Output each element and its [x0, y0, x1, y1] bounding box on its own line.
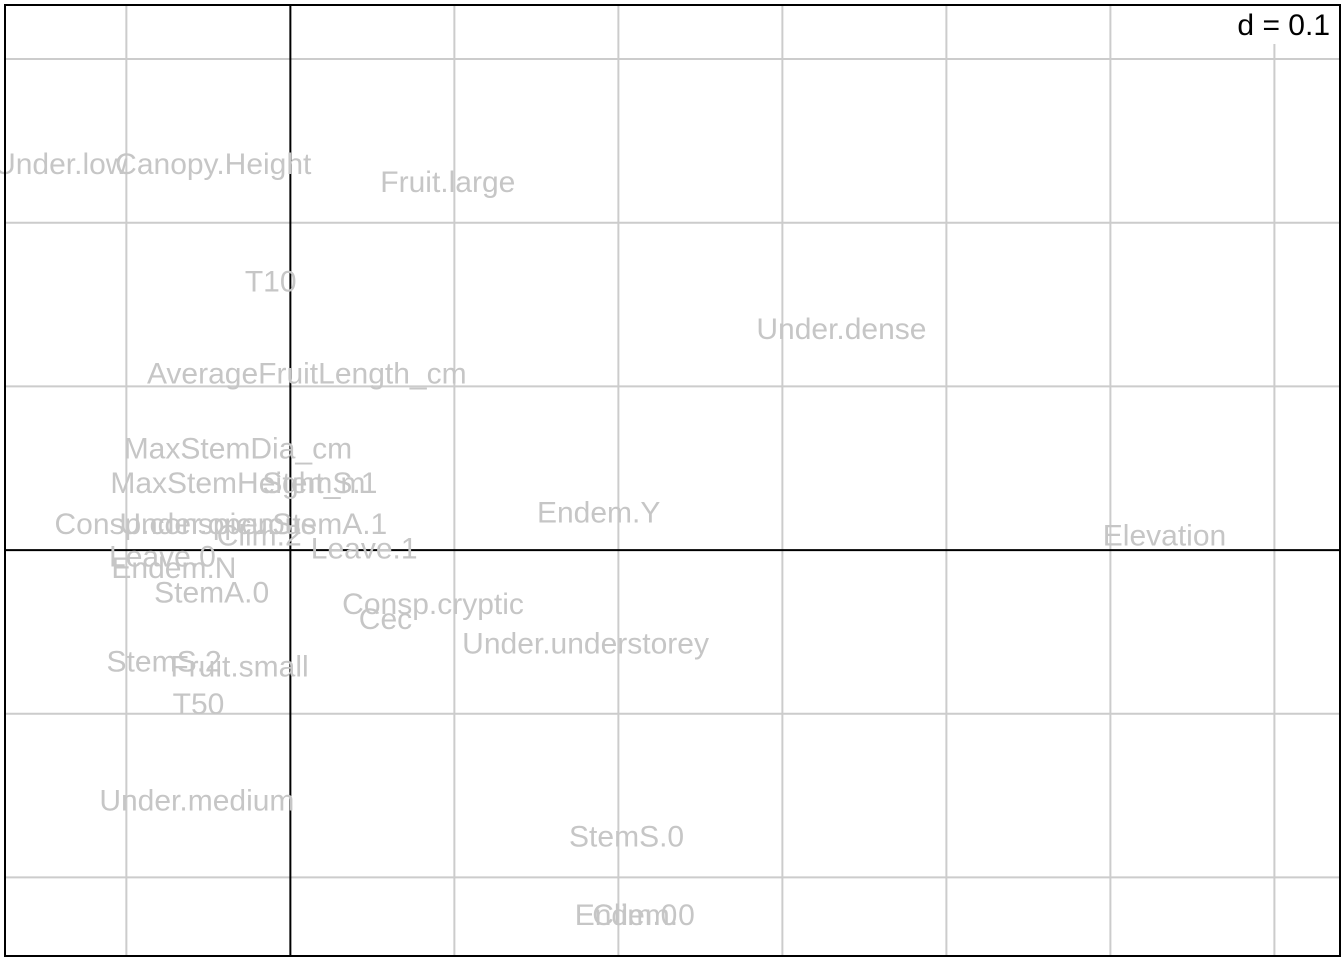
variable-label: AverageFruitLength_cm: [147, 357, 467, 390]
scale-label-background: [1222, 6, 1339, 44]
variable-label: StemS.1: [262, 467, 377, 500]
scale-label: d = 0.1: [1237, 9, 1330, 42]
variable-label: Endem.Y: [537, 496, 660, 529]
grid-lines: [5, 5, 1340, 956]
variable-label: MaxStemHeight_m: [110, 467, 365, 500]
variable-label: T10: [245, 266, 297, 299]
variable-label: Fruit.large: [380, 166, 515, 199]
variable-label: Canopy.Height: [115, 148, 312, 181]
variable-label: T50: [173, 688, 225, 721]
variable-label: StemA.0: [154, 577, 269, 610]
variable-label: Under.open: [119, 508, 274, 541]
variable-label: StemS.2: [107, 645, 222, 678]
variable-label: Under.low: [0, 148, 128, 181]
origin-axes: [5, 5, 1340, 956]
variable-label: Under.understorey: [462, 627, 709, 660]
variable-label: Endem.N: [111, 552, 236, 585]
variable-label: Cec: [359, 603, 412, 636]
plot-frame: [4, 4, 1341, 957]
scale-box: d = 0.1: [1222, 6, 1339, 44]
variable-label: Leave.0: [109, 541, 216, 574]
variable-label: Clim.0: [592, 899, 677, 932]
variable-label: StemA.1: [272, 508, 387, 541]
variable-label: Clim.2: [217, 519, 302, 552]
variable-label: Consp.cryptic: [342, 588, 524, 621]
variable-label: Consp.conspicuous: [54, 508, 316, 541]
variable-label: Leave.1: [311, 532, 418, 565]
variable-label: Elevation: [1103, 519, 1226, 552]
variable-label: MaxStemDia_cm: [124, 433, 352, 466]
variable-label: Under.medium: [99, 785, 294, 818]
variable-label: Under.dense: [756, 313, 926, 346]
variable-label: Fruit.small: [170, 650, 308, 683]
variable-label: Endem.0: [575, 899, 695, 932]
variable-label: StemS.0: [569, 821, 684, 854]
